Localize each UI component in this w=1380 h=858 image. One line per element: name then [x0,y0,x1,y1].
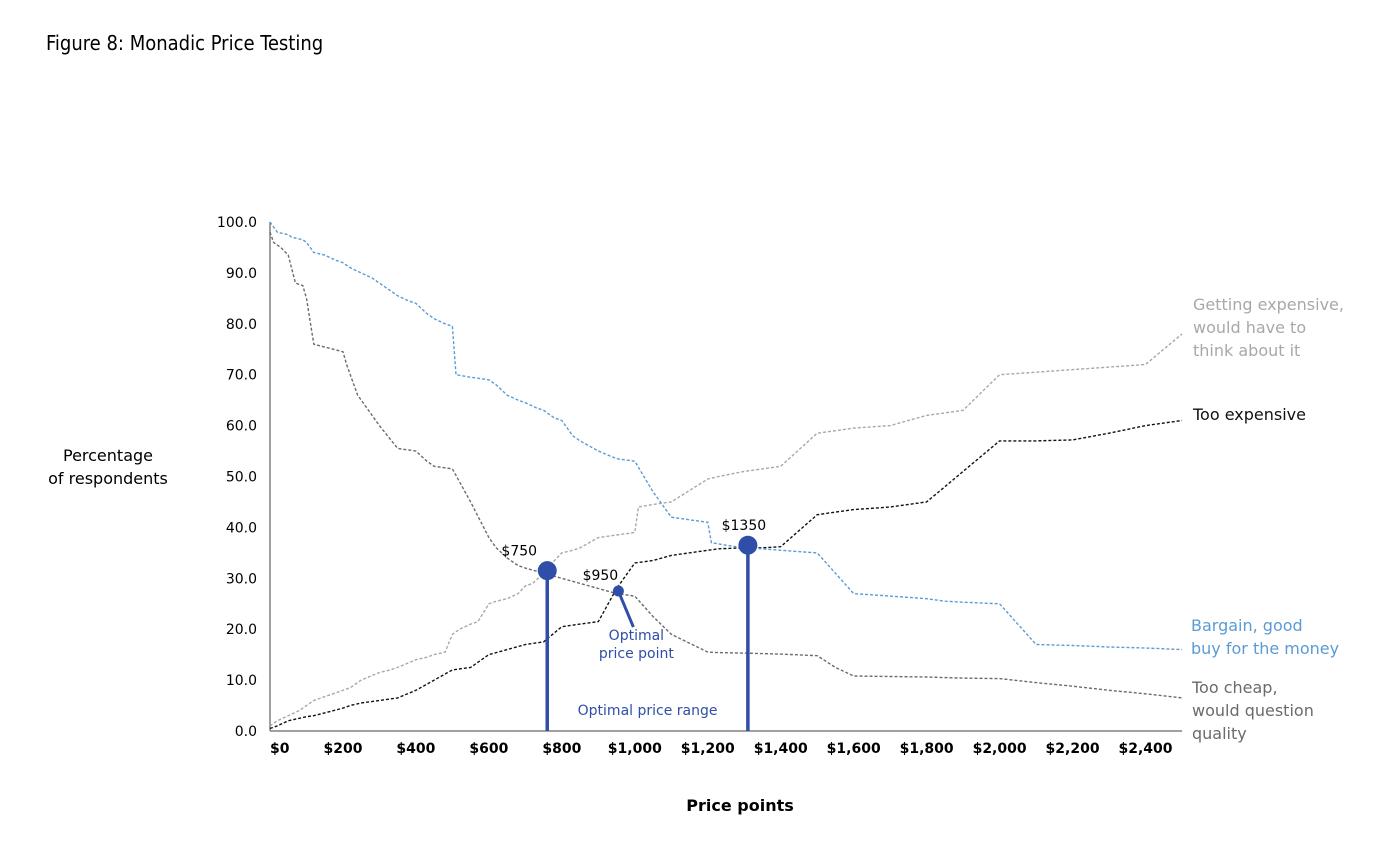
y-tick-label: 90.0 [226,266,257,282]
series-layer [269,221,1183,730]
x-tick-label: $1,000 [608,741,662,757]
y-tick-label: 70.0 [226,368,257,384]
x-tick-label: $1,800 [900,741,954,757]
x-tick-label: $200 [323,741,362,757]
optimal-price-point-label: price point [599,646,675,662]
y-tick-label: 60.0 [226,419,257,435]
y-tick-label: 0.0 [235,724,257,740]
optimal-price-range-label: Optimal price range [578,703,718,719]
x-tick-label: $2,000 [973,741,1027,757]
marker-label: $950 [583,568,619,584]
price-marker [612,585,624,597]
axes: 0.0 10.0 20.0 30.0 40.0 50.0 60.0 70.0 80.0 90.0 1… [217,215,1182,757]
y-axis-label-line-1: Percentage [62,446,153,465]
x-tick-label: $1,400 [754,741,808,757]
x-tick-label: $600 [469,741,508,757]
series-getting-expensive-legend-label: think about it [1193,341,1300,360]
y-tick-label: 20.0 [226,622,257,638]
series-bargain-legend-label: buy for the money [1191,639,1339,658]
series-getting-expensive-legend-label: would have to [1193,318,1306,337]
x-tick-label: $400 [396,741,435,757]
y-tick-label: 30.0 [226,571,257,587]
series-too-cheap-line [269,231,1183,699]
x-tick-label: $2,200 [1046,741,1100,757]
price-marker [738,535,758,555]
figure-title: Figure 8: Monadic Price Testing [46,31,324,55]
series-too-expensive-line [269,419,1183,730]
y-tick-label: 80.0 [226,317,257,333]
x-tick-label: $1,200 [681,741,735,757]
marker-layer: $750 $950 $1350 Optimal price point Optimal p… [501,518,766,731]
series-too-cheap-legend-label: quality [1192,724,1247,743]
marker-label: $750 [501,544,537,560]
y-tick-label: 100.0 [217,215,257,231]
x-tick-label: $1,600 [827,741,881,757]
series-bargain-line [269,221,1183,651]
series-too-expensive-legend-label: Too expensive [1192,405,1306,424]
marker-label: $1350 [722,518,767,534]
series-getting-expensive-line [269,333,1183,727]
x-tick-label: $0 [270,741,290,757]
series-getting-expensive-legend-label: Getting expensive, [1193,295,1344,314]
legend-layer: Getting expensive, would have to think abo… [1191,295,1344,743]
price-marker [537,561,557,581]
optimal-price-point-label: Optimal [609,628,664,644]
y-tick-label: 10.0 [226,673,257,689]
y-axis-label-line-2: of respondents [48,469,168,488]
y-tick-label: 50.0 [226,470,257,486]
pointer-line [616,590,635,628]
series-too-cheap-legend-label: would question [1192,701,1314,720]
x-tick-label: $800 [542,741,581,757]
x-tick-label: $2,400 [1119,741,1173,757]
series-too-cheap-legend-label: Too cheap, [1191,678,1278,697]
series-bargain-legend-label: Bargain, good [1191,616,1303,635]
x-axis-label: Price points [686,796,794,815]
y-tick-label: 40.0 [226,520,257,536]
y-axis-label: Percentage of respondents [40,444,176,490]
